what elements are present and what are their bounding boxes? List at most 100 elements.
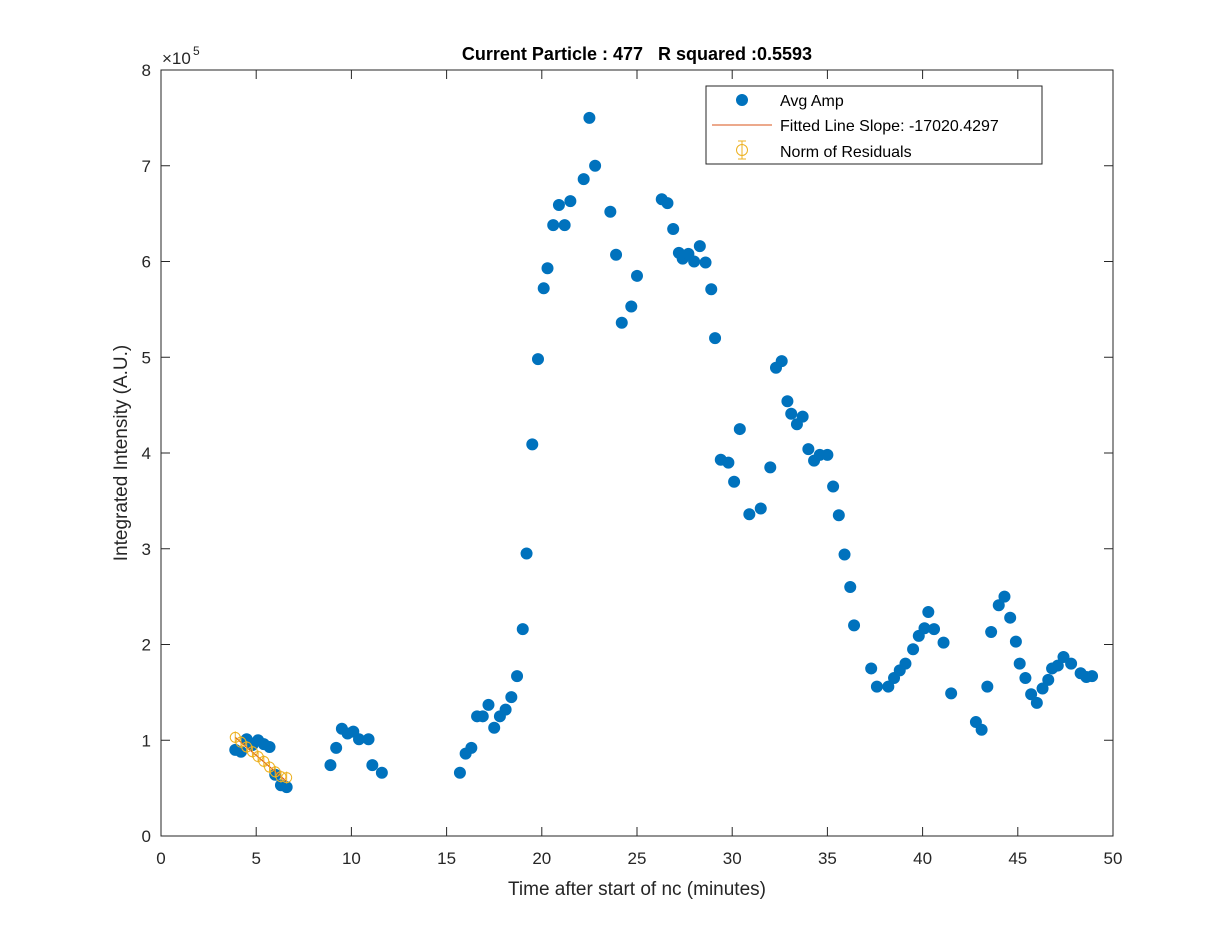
avg-amp-point — [324, 759, 337, 772]
y-axis-ticks: 0 1 2 3 4 5 6 7 8 — [142, 61, 1113, 846]
avg-amp-point — [1009, 635, 1022, 648]
legend-label-residuals: Norm of Residuals — [780, 144, 912, 161]
avg-amp-point — [465, 741, 478, 754]
fitted-line — [234, 736, 288, 782]
avg-amp-point — [821, 448, 834, 461]
avg-amp-point — [709, 332, 722, 345]
avg-amp-point — [583, 111, 596, 124]
legend-entry-residuals: Norm of Residuals — [736, 140, 912, 161]
avg-amp-point — [366, 759, 379, 772]
avg-amp-point — [802, 443, 815, 456]
avg-amp-point — [1057, 650, 1070, 663]
x-tick-label: 10 — [342, 849, 361, 868]
avg-amp-point — [516, 623, 529, 636]
residual-point — [258, 755, 270, 767]
avg-amp-point — [796, 410, 809, 423]
avg-amp-point — [541, 262, 554, 275]
avg-amp-point — [899, 657, 912, 670]
avg-amp-point — [558, 219, 571, 232]
residual-point — [281, 772, 293, 784]
legend: Avg Amp Fitted Line Slope: -17020.4297 N… — [705, 85, 1043, 165]
legend-marker-avg-amp — [736, 94, 748, 106]
x-tick-label: 50 — [1104, 849, 1123, 868]
x-tick-label: 5 — [251, 849, 260, 868]
avg-amp-point — [781, 395, 794, 408]
avg-amp-point — [754, 502, 767, 515]
avg-amp-point — [922, 605, 935, 618]
avg-amp-point — [661, 197, 674, 210]
axes-box — [160, 69, 1114, 837]
avg-amp-point — [531, 353, 544, 366]
avg-amp-point — [1065, 657, 1078, 670]
avg-amp-point — [589, 159, 602, 172]
avg-amp-point — [981, 680, 994, 693]
avg-amp-point — [564, 195, 577, 208]
avg-amp-point — [1030, 696, 1043, 709]
avg-amp-point — [552, 199, 565, 212]
avg-amp-point — [832, 509, 845, 522]
avg-amp-point — [520, 547, 533, 560]
avg-amp-point — [453, 766, 466, 779]
y-exponent-label: ×10 5 — [162, 44, 200, 68]
avg-amp-point — [975, 723, 988, 736]
legend-entry-avg-amp: Avg Amp — [736, 93, 844, 110]
avg-amp-point — [985, 626, 998, 639]
y-tick-label: 6 — [142, 253, 151, 272]
avg-amp-point — [1019, 672, 1032, 685]
avg-amp-point — [499, 703, 512, 716]
y-tick-label: 3 — [142, 540, 151, 559]
legend-entry-fitted-line: Fitted Line Slope: -17020.4297 — [712, 118, 999, 135]
avg-amp-point — [848, 619, 861, 632]
avg-amp-point — [526, 438, 539, 451]
avg-amp-point — [870, 680, 883, 693]
avg-amp-point — [537, 282, 550, 295]
avg-amp-point — [699, 256, 712, 269]
avg-amp-point — [263, 740, 276, 753]
avg-amp-point — [865, 662, 878, 675]
y-tick-label: 5 — [142, 348, 151, 367]
avg-amp-point — [764, 461, 777, 474]
avg-amp-point — [722, 456, 735, 469]
avg-amp-point — [733, 423, 746, 436]
avg-amp-point — [998, 590, 1011, 603]
avg-amp-point — [693, 240, 706, 253]
avg-amp-point — [615, 316, 628, 329]
avg-amp-point — [362, 733, 375, 746]
avg-amp-point — [625, 300, 638, 313]
x-tick-label: 25 — [628, 849, 647, 868]
chart-title: Current Particle : 477 R squared :0.5593 — [462, 44, 812, 64]
fitted-line-series — [234, 736, 288, 782]
avg-amp-point — [844, 581, 857, 594]
avg-amp-point — [1013, 657, 1026, 670]
x-axis-ticks: 0 5 10 15 20 25 30 35 40 45 50 — [156, 70, 1122, 868]
avg-amp-point — [785, 407, 798, 420]
avg-amp-point — [505, 691, 518, 704]
avg-amp-point — [937, 636, 950, 649]
x-tick-label: 40 — [913, 849, 932, 868]
avg-amp-point — [1036, 682, 1049, 695]
y-tick-label: 8 — [142, 61, 151, 80]
avg-amp-point — [1051, 659, 1064, 672]
avg-amp-point — [688, 255, 701, 268]
avg-amp-point — [838, 548, 851, 561]
avg-amp-point — [992, 599, 1005, 612]
avg-amp-point — [482, 698, 495, 711]
avg-amp-point — [667, 222, 680, 235]
x-tick-label: 0 — [156, 849, 165, 868]
avg-amp-point — [476, 710, 489, 723]
x-tick-label: 45 — [1008, 849, 1027, 868]
x-tick-label: 20 — [532, 849, 551, 868]
x-tick-label: 30 — [723, 849, 742, 868]
avg-amp-point — [907, 643, 920, 656]
x-tick-label: 15 — [437, 849, 456, 868]
avg-amp-point — [705, 283, 718, 296]
y-exponent-base: ×10 — [162, 49, 191, 68]
avg-amp-point — [743, 508, 756, 521]
avg-amp-point — [330, 741, 343, 754]
y-tick-label: 7 — [142, 157, 151, 176]
residual-point — [275, 771, 287, 783]
avg-amp-point — [511, 670, 524, 683]
avg-amp-point — [610, 248, 623, 261]
